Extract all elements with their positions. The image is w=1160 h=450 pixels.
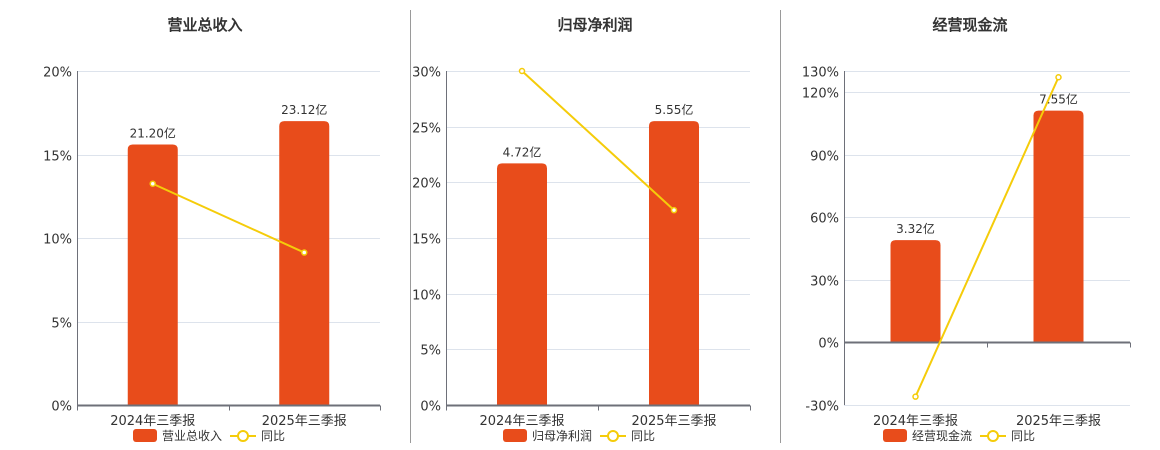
legend-bar-label[interactable]: 营业总收入 bbox=[162, 429, 223, 443]
y-tick-label: 20% bbox=[412, 177, 441, 192]
y-tick-label: 10% bbox=[412, 289, 441, 304]
y-tick-label: 20% bbox=[43, 66, 72, 81]
chart-title: 归母净利润 bbox=[557, 16, 633, 34]
chart-canvas: 0% 5% 10% 15% 20% 21.20亿 23.12亿 2024年三季报 2025年三季… bbox=[43, 66, 381, 429]
legend-line-marker-icon[interactable] bbox=[600, 429, 627, 442]
yoy-point[interactable] bbox=[301, 249, 308, 256]
legend-bar-label[interactable]: 归母净利润 bbox=[532, 429, 593, 443]
yoy-point[interactable] bbox=[518, 67, 526, 75]
x-category-label: 2024年三季报 bbox=[873, 414, 958, 429]
panel-divider-2 bbox=[780, 10, 781, 443]
y-tick-label: 25% bbox=[412, 122, 441, 137]
legend-line-label[interactable]: 同比 bbox=[1011, 429, 1036, 443]
bar-value-label: 3.32亿 bbox=[896, 221, 935, 236]
y-tick-label: 30% bbox=[810, 275, 839, 290]
bar[interactable] bbox=[1033, 110, 1084, 343]
bar-value-label: 21.20亿 bbox=[130, 125, 176, 140]
y-tick-label: 90% bbox=[810, 150, 839, 165]
chart-canvas: -30% 0% 30% 60% 90% 120% 130% 3.32亿 7.55亿 2024年三季… bbox=[802, 66, 1131, 429]
legend-bar-swatch[interactable] bbox=[883, 429, 907, 442]
yoy-line bbox=[914, 76, 1060, 398]
chart-title: 经营现金流 bbox=[932, 16, 1008, 34]
y-tick-label: 0% bbox=[420, 400, 441, 415]
y-tick-label: 0% bbox=[818, 337, 839, 352]
x-category-label: 2025年三季报 bbox=[631, 414, 716, 429]
y-tick-label: 15% bbox=[43, 150, 72, 165]
legend-bar-label[interactable]: 经营现金流 bbox=[912, 429, 973, 443]
legend: 营业总收入 同比 bbox=[133, 427, 285, 444]
y-tick-label: 60% bbox=[810, 212, 839, 227]
x-category-label: 2025年三季报 bbox=[1016, 414, 1101, 429]
y-tick-label: 130% bbox=[802, 66, 839, 81]
legend-line-marker-icon[interactable] bbox=[980, 429, 1007, 442]
y-tick-label: 120% bbox=[802, 87, 839, 102]
yoy-point[interactable] bbox=[1055, 74, 1062, 81]
y-tick-label: 5% bbox=[51, 317, 72, 332]
bar-value-label: 23.12亿 bbox=[281, 102, 327, 117]
x-category-label: 2025年三季报 bbox=[262, 414, 347, 429]
legend: 经营现金流 同比 bbox=[883, 427, 1035, 444]
chart-title: 营业总收入 bbox=[167, 16, 243, 34]
y-tick-label: 5% bbox=[420, 344, 441, 359]
y-tick-label: 10% bbox=[43, 233, 72, 248]
legend-bar-swatch[interactable] bbox=[133, 429, 157, 442]
yoy-line bbox=[521, 70, 675, 211]
bar[interactable] bbox=[649, 121, 699, 405]
bar[interactable] bbox=[279, 121, 330, 405]
yoy-line bbox=[152, 182, 305, 254]
chart-panel-net-profit: 归母净利润 0% 5% 10% 15% 20% 25% 30% 4.72亿 5.55亿 2024年… bbox=[410, 0, 780, 450]
bar[interactable] bbox=[890, 240, 941, 343]
bar-value-label: 4.72亿 bbox=[503, 144, 542, 159]
bar[interactable] bbox=[127, 144, 178, 406]
bar[interactable] bbox=[497, 163, 547, 405]
legend-bar-swatch[interactable] bbox=[503, 429, 527, 442]
yoy-point[interactable] bbox=[670, 206, 678, 214]
yoy-point[interactable] bbox=[149, 180, 156, 187]
yoy-point[interactable] bbox=[912, 393, 919, 400]
legend-line-label[interactable]: 同比 bbox=[631, 429, 656, 443]
x-category-label: 2024年三季报 bbox=[110, 414, 195, 429]
legend-line-marker-icon[interactable] bbox=[230, 429, 257, 442]
legend-line-label[interactable]: 同比 bbox=[261, 429, 286, 443]
bar-value-label: 5.55亿 bbox=[655, 102, 694, 117]
y-tick-label: 15% bbox=[412, 233, 441, 248]
chart-panel-operating-cash-flow: 经营现金流 -30% 0% 30% 60% 90% 120% 130% 3.32亿 7.55亿 2… bbox=[780, 0, 1160, 450]
y-tick-label: 30% bbox=[412, 66, 441, 81]
legend: 归母净利润 同比 bbox=[503, 427, 655, 444]
panel-divider-1 bbox=[410, 10, 411, 443]
y-tick-label: -30% bbox=[805, 400, 839, 415]
bar-value-label: 7.55亿 bbox=[1039, 92, 1078, 107]
y-tick-label: 0% bbox=[51, 400, 72, 415]
x-category-label: 2024年三季报 bbox=[479, 414, 564, 429]
chart-canvas: 0% 5% 10% 15% 20% 25% 30% 4.72亿 5.55亿 2024年三季报 202… bbox=[412, 66, 751, 429]
chart-panel-revenue: 营业总收入 0% 5% 10% 15% 20% 21.20亿 23.12亿 2024年三季报 2… bbox=[0, 0, 410, 450]
